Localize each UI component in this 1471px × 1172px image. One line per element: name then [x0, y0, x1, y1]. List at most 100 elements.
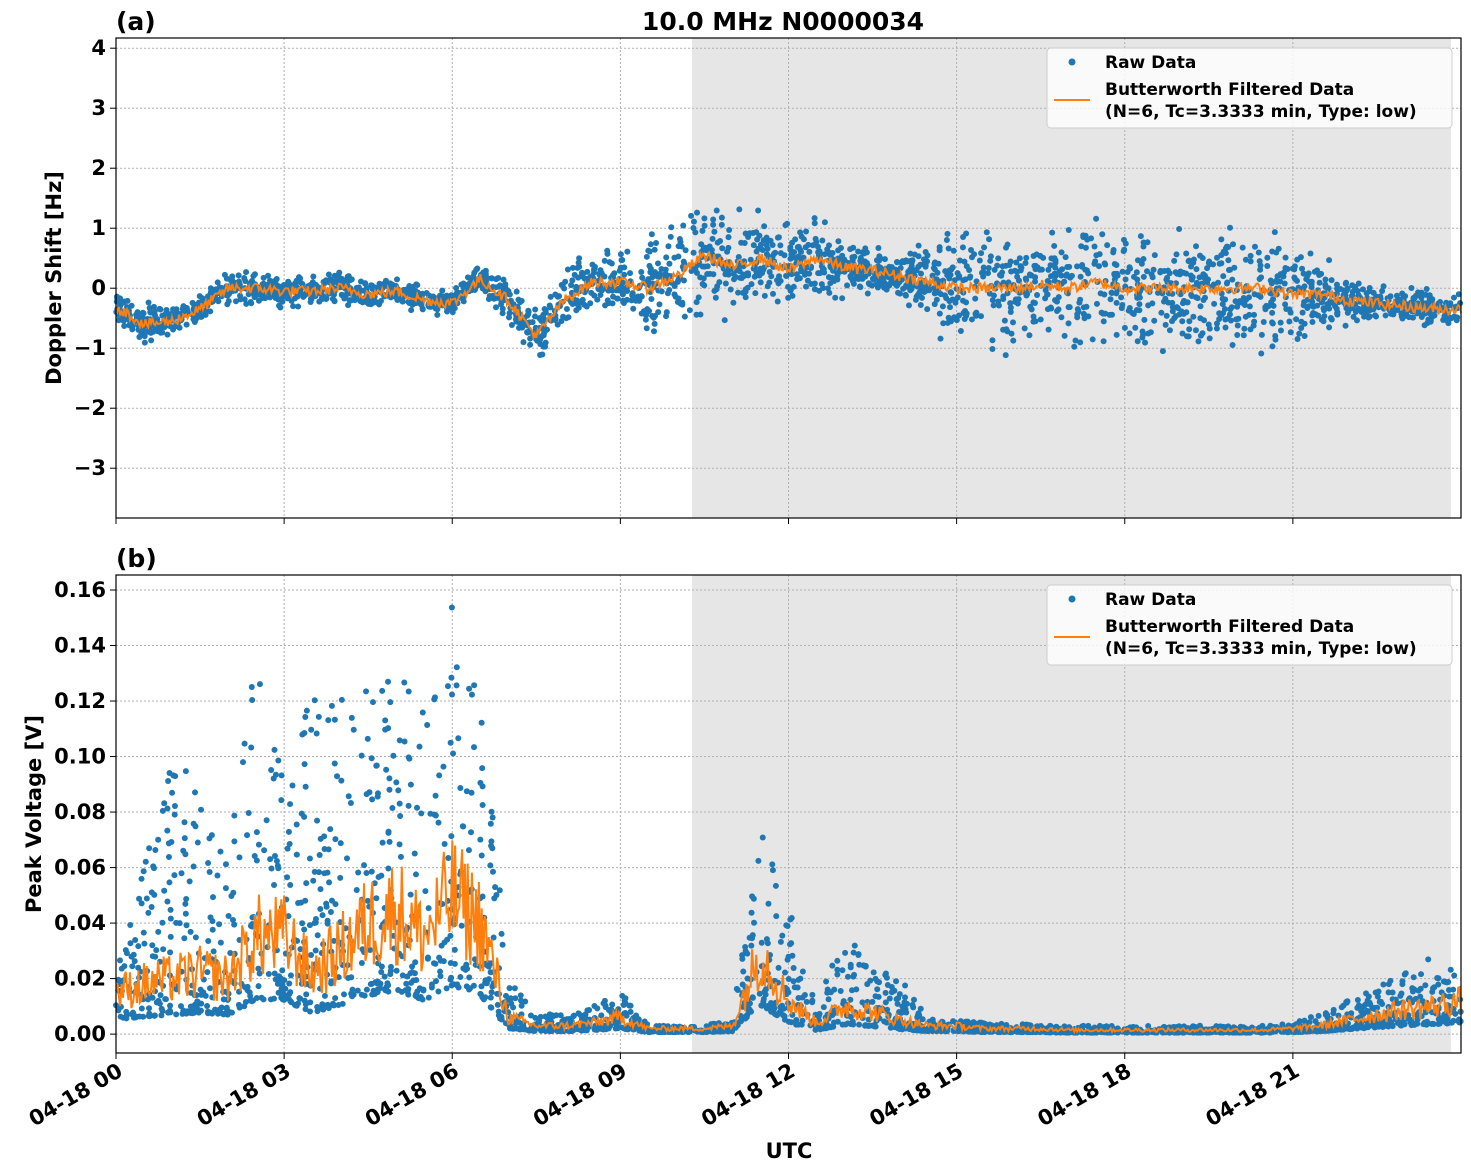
raw-data-point — [160, 946, 167, 953]
raw-data-point — [1256, 275, 1263, 282]
raw-data-point — [1338, 1004, 1345, 1011]
raw-data-point — [617, 251, 624, 258]
raw-data-point — [424, 721, 431, 728]
raw-data-point — [775, 964, 782, 971]
raw-data-point — [357, 278, 364, 285]
raw-data-point — [647, 241, 654, 248]
raw-data-point — [1225, 267, 1232, 274]
raw-data-point — [1226, 311, 1233, 318]
raw-data-point — [1051, 277, 1058, 284]
raw-data-point — [316, 869, 323, 876]
raw-data-point — [1015, 277, 1022, 284]
raw-data-point — [260, 274, 267, 281]
raw-data-point — [1451, 972, 1458, 979]
raw-data-point — [1121, 324, 1128, 331]
raw-data-point — [1239, 244, 1246, 251]
raw-data-point — [569, 264, 576, 271]
raw-data-point — [798, 268, 805, 275]
y-tick-label: 0.14 — [54, 634, 106, 658]
raw-data-point — [349, 993, 356, 1000]
raw-data-point — [1435, 981, 1442, 988]
raw-data-point — [834, 971, 841, 978]
raw-data-point — [173, 1011, 180, 1018]
raw-data-point — [805, 241, 812, 248]
raw-data-point — [478, 983, 485, 990]
raw-data-point — [1144, 268, 1151, 275]
raw-data-point — [460, 965, 467, 972]
raw-data-point — [312, 916, 319, 923]
raw-data-point — [1030, 318, 1037, 325]
raw-data-point — [1061, 332, 1068, 339]
raw-data-point — [754, 236, 761, 243]
raw-data-point — [408, 291, 415, 298]
raw-data-point — [648, 295, 655, 302]
raw-data-point — [1399, 978, 1406, 985]
raw-data-point — [527, 341, 534, 348]
raw-data-point — [1225, 244, 1232, 251]
legend-raw-marker — [1068, 58, 1076, 66]
raw-data-point — [575, 274, 582, 281]
raw-data-point — [1307, 250, 1314, 257]
raw-data-point — [1141, 316, 1148, 323]
raw-data-point — [493, 304, 500, 311]
raw-data-point — [989, 337, 996, 344]
raw-data-point — [870, 969, 877, 976]
raw-data-point — [207, 985, 214, 992]
raw-data-point — [335, 273, 342, 280]
raw-data-point — [1452, 1010, 1459, 1017]
raw-data-point — [643, 325, 650, 332]
legend-filtered-label: Butterworth Filtered Data — [1105, 80, 1354, 100]
raw-data-point — [1100, 318, 1107, 325]
raw-data-point — [136, 895, 143, 902]
raw-data-point — [527, 335, 534, 342]
raw-data-point — [167, 906, 174, 913]
raw-data-point — [341, 295, 348, 302]
raw-data-point — [1188, 293, 1195, 300]
raw-data-point — [159, 919, 166, 926]
raw-data-point — [946, 304, 953, 311]
raw-data-point — [666, 286, 673, 293]
raw-data-point — [378, 968, 385, 975]
x-tick-label: 04-18 12 — [697, 1059, 799, 1132]
raw-data-point — [222, 885, 229, 892]
raw-data-point — [1138, 260, 1145, 267]
raw-data-point — [205, 938, 212, 945]
raw-data-point — [363, 870, 370, 877]
raw-data-point — [1269, 320, 1276, 327]
raw-data-point — [167, 915, 174, 922]
raw-data-point — [1051, 242, 1058, 249]
raw-data-point — [427, 810, 434, 817]
raw-data-point — [248, 744, 255, 751]
raw-data-point — [544, 1015, 551, 1022]
raw-data-point — [834, 1018, 841, 1025]
raw-data-point — [779, 932, 786, 939]
raw-data-point — [181, 835, 188, 842]
raw-data-point — [373, 762, 380, 769]
raw-data-point — [862, 1022, 869, 1029]
raw-data-point — [180, 309, 187, 316]
raw-data-point — [1268, 280, 1275, 287]
raw-data-point — [711, 228, 718, 235]
raw-data-point — [1077, 339, 1084, 346]
raw-data-point — [310, 877, 317, 884]
raw-data-point — [1102, 261, 1109, 268]
raw-data-point — [146, 1005, 153, 1012]
raw-data-point — [244, 832, 251, 839]
raw-data-point — [275, 296, 282, 303]
raw-data-point — [832, 294, 839, 301]
raw-data-point — [1188, 276, 1195, 283]
raw-data-point — [972, 310, 979, 317]
raw-data-point — [409, 283, 416, 290]
raw-data-point — [893, 978, 900, 985]
raw-data-point — [119, 317, 126, 324]
raw-data-point — [1091, 260, 1098, 267]
raw-data-point — [784, 220, 791, 227]
raw-data-point — [334, 773, 341, 780]
raw-data-point — [780, 1005, 787, 1012]
raw-data-point — [849, 987, 856, 994]
raw-data-point — [918, 294, 925, 301]
raw-data-point — [875, 245, 882, 252]
raw-data-point — [171, 811, 178, 818]
raw-data-point — [597, 267, 604, 274]
